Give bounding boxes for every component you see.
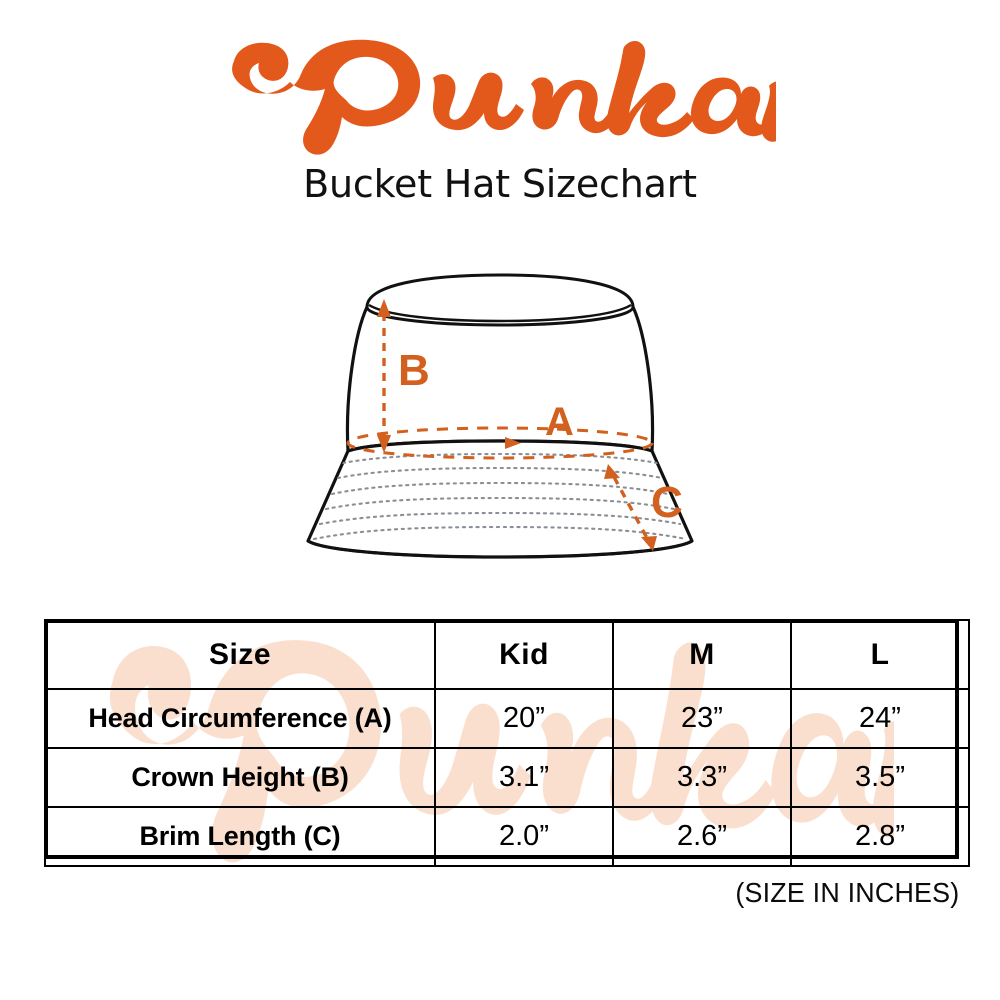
cell-crown-height-m: 3.3”: [612, 747, 792, 808]
measure-b-arrow: [377, 299, 391, 453]
row-label-cell: Head Circumference (A): [44, 688, 436, 749]
table-row: Crown Height (B) 3.1” 3.3” 3.5”: [44, 747, 970, 808]
row-label-head-circumference: Head Circumference (A): [88, 703, 392, 733]
cell-head-circumference-m: 23”: [612, 688, 792, 749]
value-text: 3.5”: [855, 761, 905, 793]
table-header-cell-l: L: [790, 619, 970, 690]
hat-crown: [345, 273, 655, 453]
column-header-kid: Kid: [499, 637, 549, 671]
measure-c-arrow: [604, 464, 657, 551]
page-subtitle: Bucket Hat Sizechart: [303, 162, 697, 206]
cell-brim-length-l: 2.8”: [790, 806, 970, 867]
cell-brim-length-m: 2.6”: [612, 806, 792, 867]
row-label-cell: Crown Height (B): [44, 747, 436, 808]
value-text: 2.0”: [499, 820, 549, 852]
cell-brim-length-kid: 2.0”: [434, 806, 614, 867]
measure-a-ellipse: [346, 426, 654, 460]
cell-head-circumference-kid: 20”: [434, 688, 614, 749]
cell-head-circumference-l: 24”: [790, 688, 970, 749]
measure-a-label: A: [545, 400, 574, 444]
measure-c-label: C: [651, 478, 683, 527]
bucket-hat-diagram-svg: A B C: [306, 273, 694, 559]
table-row: Head Circumference (A) 20” 23” 24”: [44, 688, 970, 749]
cell-crown-height-l: 3.5”: [790, 747, 970, 808]
value-text: 20”: [503, 702, 545, 734]
brand-logo-svg: [232, 35, 950, 156]
brim-stitch-lines: [312, 452, 688, 541]
value-text: 2.6”: [677, 820, 727, 852]
row-label-crown-height: Crown Height (B): [131, 762, 349, 792]
value-text: 3.1”: [499, 761, 549, 793]
table-row: Brim Length (C) 2.0” 2.6” 2.8”: [44, 806, 970, 867]
table-header-row: Size Kid M L: [44, 619, 970, 690]
bucket-hat-diagram: A B C: [255, 255, 745, 585]
value-text: 23”: [681, 702, 723, 734]
table-header-cell-m: M: [612, 619, 792, 690]
table-header-cell-kid: Kid: [434, 619, 614, 690]
brand-logo: [228, 34, 950, 156]
value-text: 3.3”: [677, 761, 727, 793]
table-header-cell-size: Size: [44, 619, 436, 690]
column-header-size: Size: [208, 637, 272, 671]
value-text: 2.8”: [855, 820, 905, 852]
value-text: 24”: [859, 702, 901, 734]
size-chart-table: Size Kid M L Head Circumference (A): [44, 619, 970, 867]
hat-brim: [306, 439, 694, 559]
row-label-cell: Brim Length (C): [44, 806, 436, 867]
column-header-l: L: [870, 637, 890, 671]
cell-crown-height-kid: 3.1”: [434, 747, 614, 808]
size-table-container: Size Kid M L Head Circumference (A): [44, 619, 1000, 867]
column-header-m: M: [689, 637, 715, 671]
row-label-brim-length: Brim Length (C): [139, 821, 341, 851]
units-note: (SIZE IN INCHES): [734, 877, 959, 908]
measure-b-label: B: [398, 346, 430, 395]
